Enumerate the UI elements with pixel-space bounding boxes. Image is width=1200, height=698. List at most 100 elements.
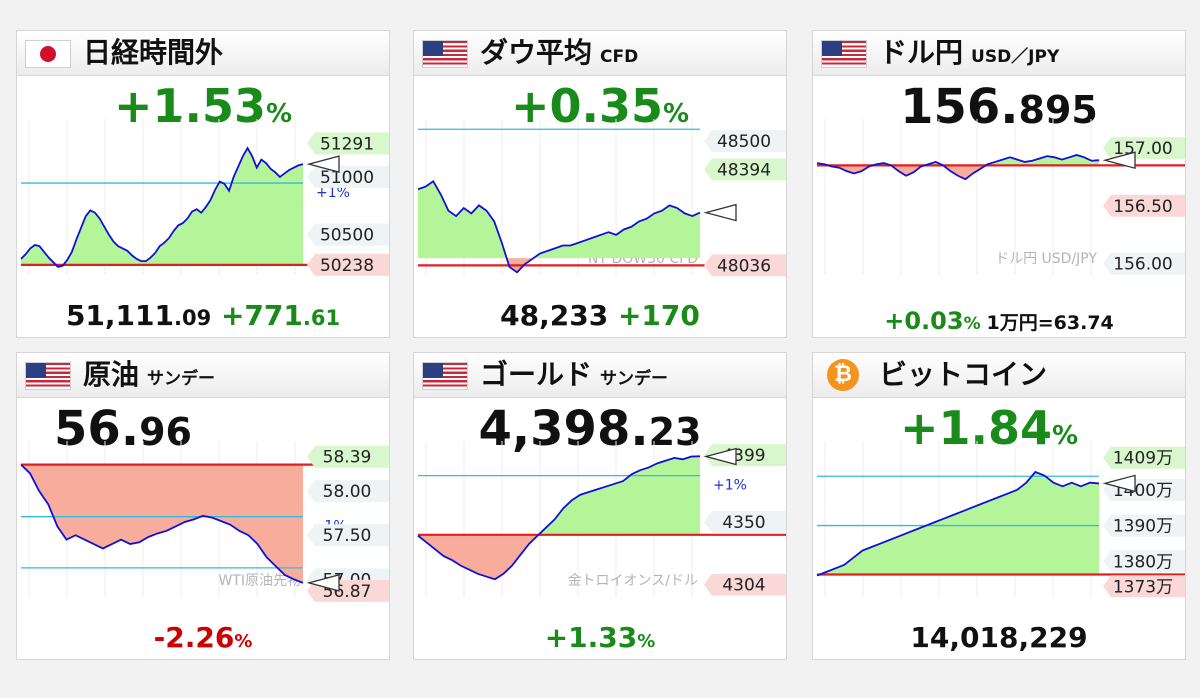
card-header: ₿ ビットコイン [813,353,1185,398]
area-below-base [21,464,303,583]
card-usdjpy[interactable]: ドル円 USD／JPY 156.895 ドル円 USD/JPY 157.00 156.… [812,30,1186,338]
foot-run: % [963,314,987,334]
axis-tag-plain: 58.00 [307,480,389,503]
card-title: 日経時間外 [83,36,224,69]
foot-run: 51,111 [65,299,174,332]
axis-tag-bg [1103,514,1185,537]
axis-tag-red: 50238 [307,253,389,276]
axis-tag-bg [307,524,389,547]
price-and-change: 48,233 +170 [414,299,786,332]
current-price-pointer [1102,151,1136,170]
axis-tick-label: 58.39 [323,448,372,468]
axis-tag-green: 58.39 [307,445,389,468]
axis-tick-label: 1373万 [1113,577,1173,597]
card-header: ゴールド サンデー [414,353,786,398]
card-gold[interactable]: ゴールド サンデー 4,398.23 金トロイオンス/ドル +1% 4399 4350 4… [413,352,787,660]
area-above-base [418,181,700,259]
card-btc[interactable]: ₿ ビットコイン +1.84% +2%1409万1400万1390万1380万1… [812,352,1186,660]
axis-tick-label: 1409万 [1113,449,1173,469]
axis-tag-green: 48394 [704,158,786,181]
us-flag-icon [25,362,71,390]
axis-tag-green: 157.00 [1103,137,1185,160]
reference-label: +1% [713,478,747,494]
axis-tag-red: 156.50 [1103,194,1185,217]
area-above-base [418,456,700,535]
chart-watermark: WTI原油先物 [218,573,301,589]
axis-tag-plain: 50500 [307,223,389,246]
us-flag-icon [821,40,867,68]
price: 156.895 [900,79,1098,135]
axis-tick-label: 48036 [717,256,771,276]
axis-tick-label: 57.50 [323,526,372,546]
axis-tag-bg [1103,575,1185,598]
axis-tag-bg [704,511,786,533]
area-above-base [817,472,1099,575]
foot-run: % [637,631,656,652]
axis-tag-plain: 156.00 [1103,252,1185,275]
card-nikkei[interactable]: 日経時間外 +1.53% DERIVED N225+1%512915100050… [16,30,390,338]
axis-tag-bg [307,223,389,246]
current-price-pointer [703,447,737,466]
axis-tag-plain: 48500 [704,130,786,153]
card-title: ゴールド サンデー [480,358,669,391]
foot-run: % [234,631,253,652]
axis-tag-bg [307,165,389,188]
change-percent: +1.84% [899,401,1079,455]
axis-tag-green: 51291 [307,132,389,155]
current-price-pointer [306,574,340,592]
axis-tag-bg [704,573,786,596]
foot-run: +1.33 [544,621,638,654]
foot-run: 48,233 [500,299,609,332]
price: 4,398.23 [478,401,702,457]
foot-run: -2.26 [153,621,235,654]
card-header: ダウ平均 CFD [414,31,786,76]
foot-run: .09 [174,306,212,330]
axis-tag-bg [704,158,786,181]
axis-tag-bg [307,445,389,468]
axis-tag-red: 4304 [704,573,786,596]
us-flag-icon [422,40,468,68]
foot-run: +0.03 [884,307,964,335]
axis-tag-plain: 1380万 [1103,550,1185,573]
area-above-base [817,155,1099,166]
foot-run: +170 [608,299,700,332]
area-above-base [21,148,303,265]
axis-tick-label: 156.50 [1113,197,1172,217]
price-line [816,154,1100,181]
axis-tick-label: 4304 [722,576,765,596]
foot-run: +771 [211,299,303,332]
axis-tick-label: 4350 [722,513,765,533]
axis-tag-bg [307,480,389,503]
axis-tag-plain: 57.50 [307,524,389,547]
chart-watermark: 金トロイオンス/ドル [568,573,698,589]
price-and-change: 51,111.09 +771.61 [17,299,389,332]
card-header: 原油 サンデー [17,353,389,398]
card-title: ビットコイン [879,358,1048,391]
japan-flag-icon [25,40,71,68]
axis-tag-bg [1103,194,1185,217]
foot-run: .61 [302,306,341,330]
axis-tick-label: 48394 [717,160,771,180]
price: 56.96 [54,401,192,457]
change-percent: +1.53% [113,79,293,133]
change-percent: +0.35% [510,79,690,133]
axis-tick-label: 156.00 [1113,254,1172,274]
axis-tag-bg [307,253,389,276]
axis-tag-red: 48036 [704,254,786,277]
change-and-rate: +0.03% 1万円=63.74 [813,307,1185,335]
axis-tag-bg [1103,550,1185,573]
axis-tag-bg [1103,137,1185,160]
axis-tag-red: 1373万 [1103,575,1185,598]
axis-tag-bg [704,254,786,277]
price-line [20,464,304,584]
card-header: 日経時間外 [17,31,389,76]
card-header: ドル円 USD／JPY [813,31,1185,76]
foot-run: 14,018,229 [910,621,1088,654]
